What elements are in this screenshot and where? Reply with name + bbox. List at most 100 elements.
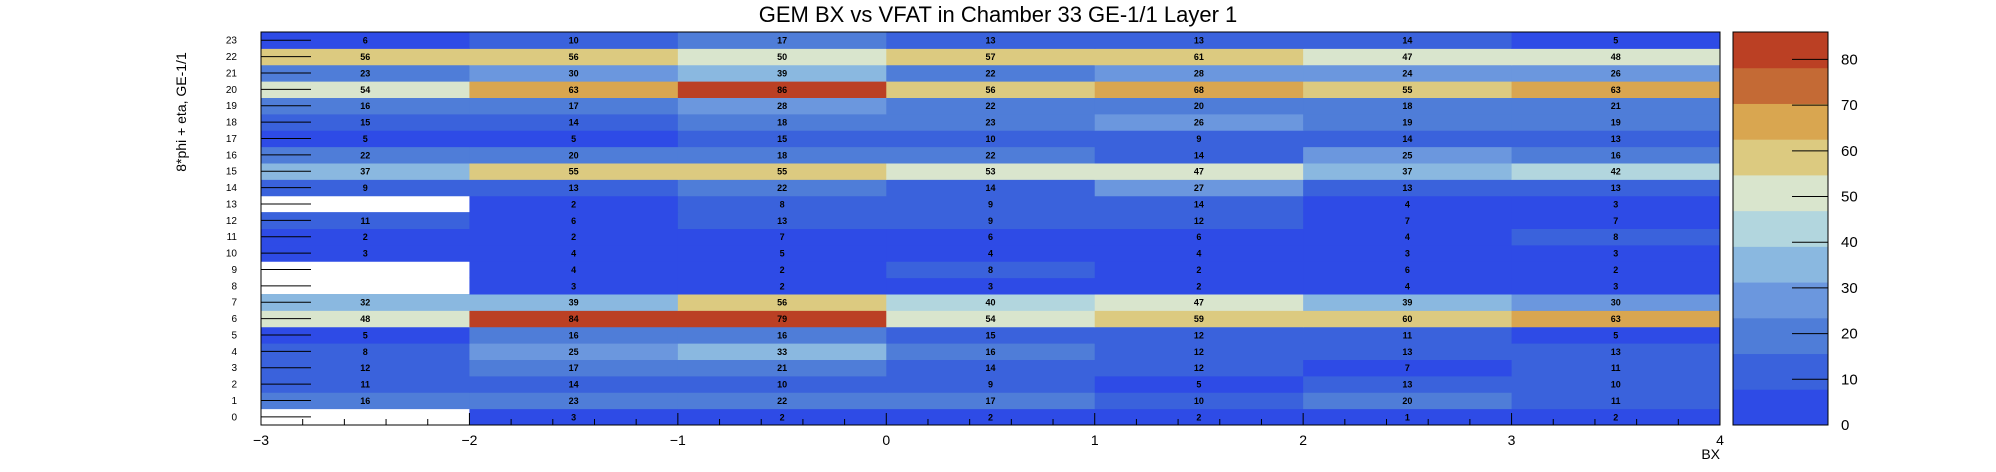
cell-value-label: 14 <box>569 380 579 390</box>
heatmap-cell <box>886 163 1096 180</box>
heatmap-cell <box>261 97 470 115</box>
cell-value-label: 3 <box>1405 249 1410 259</box>
heatmap-cell <box>677 359 887 377</box>
heatmap-cell <box>677 81 887 98</box>
cell-value-label: 86 <box>777 85 787 95</box>
y-tick-label: 4 <box>231 347 237 358</box>
cell-value-label: 2 <box>1196 281 1201 291</box>
heatmap-cell <box>1303 81 1513 98</box>
cell-value-label: 37 <box>360 167 370 177</box>
color-scale-tick-label: 30 <box>1841 280 1858 297</box>
heatmap-cell <box>261 228 470 246</box>
cell-value-label: 79 <box>777 314 787 324</box>
color-scale-band <box>1733 317 1828 355</box>
heatmap-cell <box>886 261 1096 279</box>
heatmap-cell <box>1303 113 1513 131</box>
color-scale-band <box>1733 389 1828 426</box>
heatmap-cell <box>886 97 1096 115</box>
heatmap-cell <box>261 32 470 49</box>
heatmap-cell <box>677 261 887 279</box>
x-tick-label: −2 <box>461 432 477 448</box>
cell-value-label: 5 <box>1196 380 1201 390</box>
cell-value-label: 53 <box>985 167 995 177</box>
heatmap-cell <box>469 310 679 328</box>
color-scale-band <box>1733 174 1828 212</box>
heatmap-cell <box>261 244 470 262</box>
y-axis-label: 8*phi + eta, GE-1/1 <box>173 52 189 172</box>
heatmap-cell <box>1511 359 1721 377</box>
cell-value-label: 63 <box>1611 85 1621 95</box>
cell-value-label: 27 <box>1194 183 1204 193</box>
cell-value-label: 14 <box>985 183 995 193</box>
heatmap-cell <box>1094 392 1304 410</box>
cell-value-label: 5 <box>1613 330 1618 340</box>
cell-value-label: 3 <box>1613 249 1618 259</box>
heatmap-cell <box>1303 310 1513 328</box>
heatmap-cell <box>469 277 679 295</box>
cell-value-label: 17 <box>777 36 787 46</box>
heatmap-cell <box>261 163 470 180</box>
cell-value-label: 13 <box>777 216 787 226</box>
x-tick-label: 0 <box>882 432 890 448</box>
heatmap-cell <box>886 146 1096 164</box>
heatmap-cell <box>886 228 1096 246</box>
heatmap-cell <box>1094 195 1304 213</box>
heatmap-cell <box>1511 343 1721 360</box>
y-tick-label: 11 <box>227 232 238 243</box>
heatmap-cell <box>1511 375 1721 393</box>
cell-value-label: 8 <box>363 347 368 357</box>
cell-value-label: 4 <box>571 249 576 259</box>
heatmap-cell <box>1303 392 1513 410</box>
heatmap-cell <box>1511 392 1721 410</box>
cell-value-label: 4 <box>1405 281 1410 291</box>
heatmap-cell <box>261 294 470 311</box>
color-scale-band <box>1733 210 1828 247</box>
heatmap-cell <box>261 310 470 328</box>
color-scale-band <box>1733 353 1828 390</box>
cell-value-label: 55 <box>569 167 579 177</box>
y-tick-label: 12 <box>226 216 238 227</box>
cell-value-label: 9 <box>988 199 993 209</box>
cell-value-label: 18 <box>777 118 787 128</box>
cell-value-label: 5 <box>780 249 785 259</box>
heatmap-cell <box>1094 212 1304 229</box>
heatmap-cell <box>677 130 887 148</box>
cell-value-label: 30 <box>569 68 579 78</box>
color-scale-tick-label: 20 <box>1841 326 1858 343</box>
cell-value-label: 2 <box>363 232 368 242</box>
heatmap-cell <box>469 261 679 279</box>
heatmap-cell <box>1094 146 1304 164</box>
plot-frame <box>260 31 1721 426</box>
cell-value-label: 19 <box>1402 118 1412 128</box>
heatmap-cell <box>886 212 1096 229</box>
cell-value-label: 47 <box>1402 52 1412 62</box>
cell-value-label: 3 <box>363 249 368 259</box>
heatmap-cell <box>1511 228 1721 246</box>
color-scale: 0 10 20 30 40 50 60 70 80 <box>1732 31 1858 434</box>
heatmap-cell <box>677 179 887 197</box>
cell-value-label: 56 <box>569 52 579 62</box>
color-scale-tick-label: 60 <box>1841 143 1858 160</box>
color-scale-tick-label: 50 <box>1841 189 1858 206</box>
heatmap-cell <box>261 146 470 164</box>
cell-value-label: 6 <box>571 216 576 226</box>
cell-value-label: 13 <box>1611 134 1621 144</box>
cell-value-label: 42 <box>1611 167 1621 177</box>
cell-value-label: 57 <box>985 52 995 62</box>
cell-value-label: 8 <box>780 199 785 209</box>
heatmap-cell <box>886 130 1096 148</box>
heatmap-cell <box>1511 146 1721 164</box>
chart-title: GEM BX vs VFAT in Chamber 33 GE-1/1 Laye… <box>759 2 1238 27</box>
heatmap-cell <box>886 64 1096 82</box>
cell-value-label: 63 <box>569 85 579 95</box>
cell-value-label: 5 <box>363 330 368 340</box>
heatmap-cell <box>677 146 887 164</box>
cell-value-label: 16 <box>985 347 995 357</box>
heatmap-cell <box>1094 179 1304 197</box>
heatmap-cell <box>677 64 887 82</box>
heatmap-cell <box>886 81 1096 98</box>
cell-value-label: 11 <box>360 380 370 390</box>
cell-value-label: 20 <box>1402 396 1412 406</box>
heatmap-cell <box>469 326 679 344</box>
heatmap-cell <box>886 326 1096 344</box>
